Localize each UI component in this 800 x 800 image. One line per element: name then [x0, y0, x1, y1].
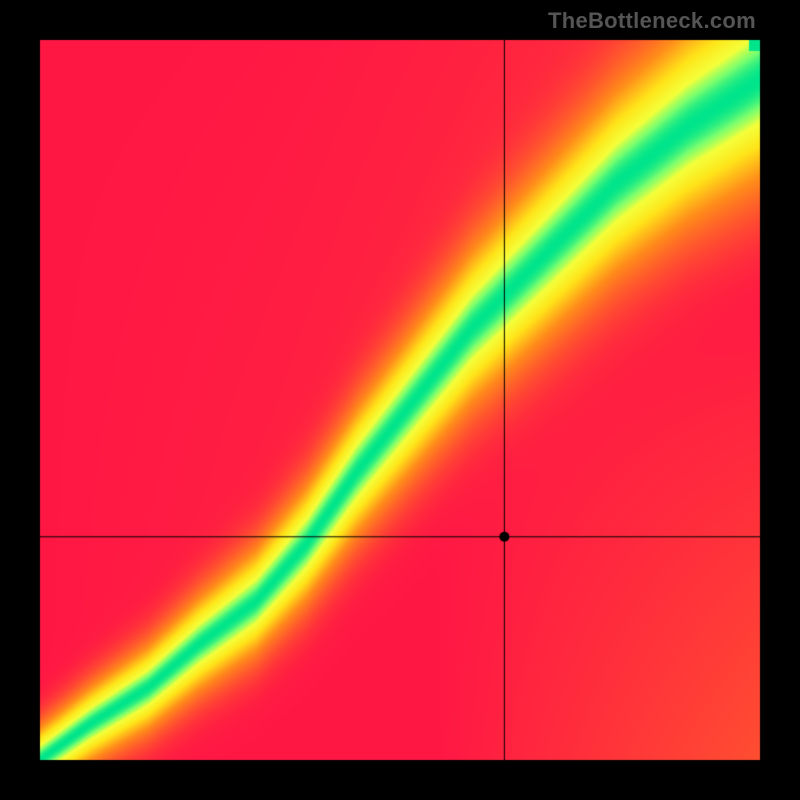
heatmap-canvas — [0, 0, 800, 800]
bottleneck-chart: TheBottleneck.com — [0, 0, 800, 800]
watermark: TheBottleneck.com — [548, 8, 756, 34]
